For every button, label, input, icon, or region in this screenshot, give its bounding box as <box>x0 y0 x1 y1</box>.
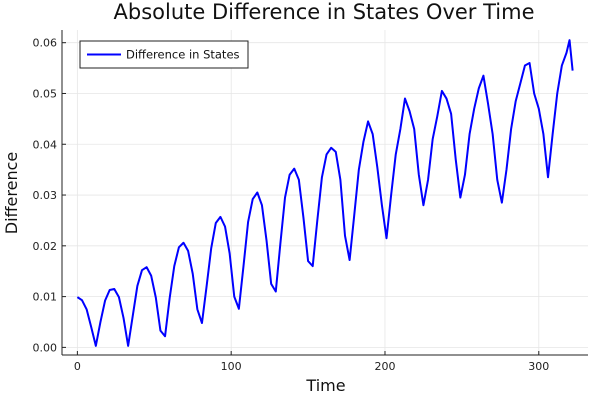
x-tick-label: 200 <box>374 360 395 373</box>
y-tick-label: 0.06 <box>33 37 58 50</box>
y-tick-label: 0.03 <box>33 189 58 202</box>
x-tick-label: 300 <box>528 360 549 373</box>
chart-title: Absolute Difference in States Over Time <box>114 0 535 24</box>
x-axis-label: Time <box>305 376 345 395</box>
grid-lines <box>62 30 588 355</box>
legend-label: Difference in States <box>126 48 240 62</box>
y-axis-label: Difference <box>2 152 21 234</box>
y-tick-label: 0.02 <box>33 240 58 253</box>
series-layer <box>76 39 574 347</box>
series-line <box>76 39 574 347</box>
x-tick-label: 0 <box>74 360 81 373</box>
y-tick-label: 0.05 <box>33 87 58 100</box>
y-tick-label: 0.04 <box>33 138 58 151</box>
x-tick-label: 100 <box>221 360 242 373</box>
y-tick-label: 0.01 <box>33 291 58 304</box>
legend: Difference in States <box>79 40 249 69</box>
axes <box>61 30 588 356</box>
tick-labels: 0 100 200 300 0.00 0.01 0.02 0.03 0.04 0.05 0.06 <box>33 37 550 373</box>
y-tick-label: 0.00 <box>33 341 58 354</box>
